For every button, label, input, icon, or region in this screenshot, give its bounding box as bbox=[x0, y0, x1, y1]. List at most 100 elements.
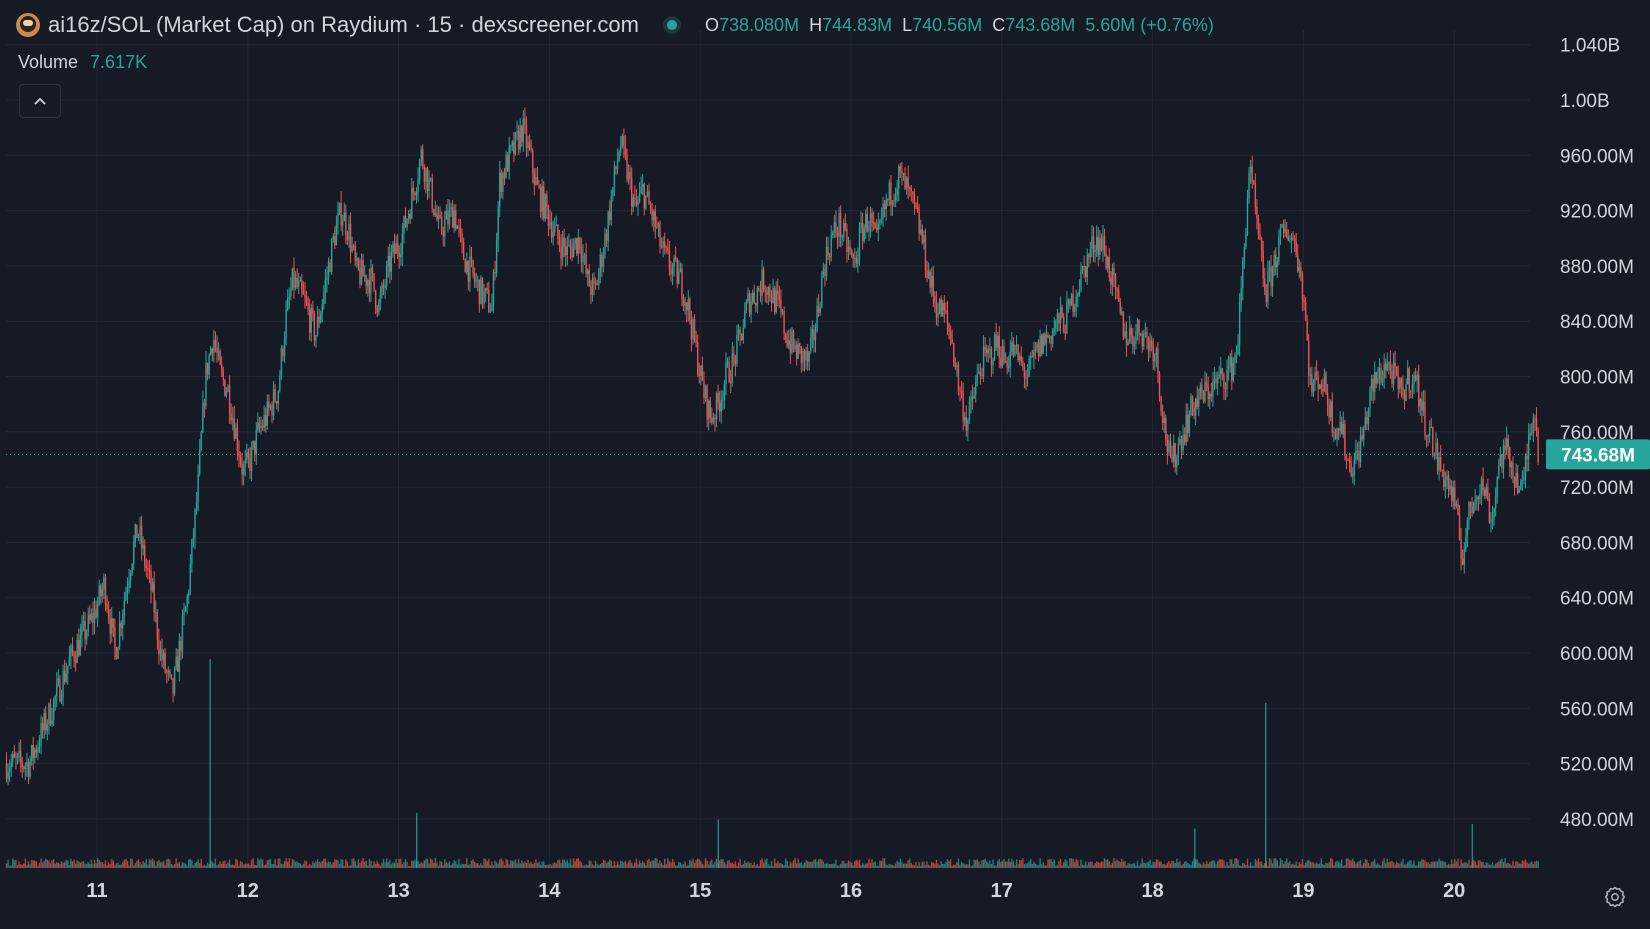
volume-bar bbox=[1000, 862, 1001, 868]
volume-bar bbox=[1385, 863, 1386, 868]
volume-bar bbox=[530, 862, 531, 868]
candle-body bbox=[1124, 331, 1125, 337]
candle-body bbox=[1253, 181, 1254, 183]
volume-bar bbox=[139, 862, 140, 868]
volume-spike bbox=[209, 659, 210, 868]
candle-body bbox=[997, 336, 998, 348]
volume-bar bbox=[988, 863, 989, 868]
volume-bar bbox=[421, 862, 422, 868]
volume-bar bbox=[1534, 862, 1535, 868]
volume-bar bbox=[634, 862, 635, 868]
candle-body bbox=[1250, 166, 1251, 173]
candle-body bbox=[876, 228, 877, 230]
candle-body bbox=[1314, 372, 1315, 383]
candle-body bbox=[422, 149, 423, 167]
candle-body bbox=[1459, 514, 1460, 539]
chart-settings-button[interactable] bbox=[1600, 882, 1630, 912]
volume-bar bbox=[460, 865, 461, 868]
volume-bar bbox=[229, 860, 230, 868]
candle-body bbox=[1052, 331, 1053, 344]
candle-body bbox=[1080, 270, 1081, 290]
volume-bar bbox=[1517, 862, 1518, 868]
candle-body bbox=[1195, 399, 1196, 416]
candle-body bbox=[711, 417, 712, 422]
candle-body bbox=[1132, 336, 1133, 346]
volume-bar bbox=[1531, 862, 1532, 868]
volume-bar bbox=[1035, 863, 1036, 868]
candle-body bbox=[1146, 332, 1147, 338]
volume-bar bbox=[1137, 861, 1138, 868]
candle-body bbox=[1006, 361, 1007, 368]
volume-bar bbox=[1393, 862, 1394, 868]
candle-body bbox=[549, 222, 550, 226]
volume-bar bbox=[967, 864, 968, 868]
volume-bar bbox=[124, 860, 125, 868]
candle-body bbox=[1302, 277, 1303, 300]
candle-body bbox=[980, 372, 981, 375]
volume-bar bbox=[496, 862, 497, 868]
candle-body bbox=[318, 317, 319, 323]
volume-bar bbox=[1259, 862, 1260, 868]
volume-spike bbox=[1472, 824, 1473, 868]
volume-bar bbox=[859, 860, 860, 868]
volume-bar bbox=[1223, 860, 1224, 868]
candle-body bbox=[262, 426, 263, 428]
candle-body bbox=[50, 704, 51, 724]
candle-body bbox=[391, 252, 392, 272]
volume-bar bbox=[604, 860, 605, 868]
candle-body bbox=[614, 167, 615, 188]
volume-bar bbox=[375, 864, 376, 868]
candle-body bbox=[1344, 424, 1345, 456]
price-axis[interactable]: 1.040B1.00B960.00M920.00M880.00M840.00M8… bbox=[1560, 36, 1634, 831]
volume-bar bbox=[249, 865, 250, 868]
volume-bar bbox=[1179, 861, 1180, 868]
candle-body bbox=[527, 142, 528, 148]
collapse-legend-button[interactable] bbox=[19, 84, 61, 118]
candle-body bbox=[1328, 405, 1329, 418]
volume-bar bbox=[768, 864, 769, 868]
volume-bar bbox=[1396, 862, 1397, 868]
volume-bar bbox=[274, 859, 275, 868]
candle-body bbox=[163, 653, 164, 661]
candle-body bbox=[1168, 441, 1169, 453]
candle-body bbox=[340, 203, 341, 225]
volume-bar bbox=[138, 859, 139, 868]
ohlc-close-key: C bbox=[992, 15, 1005, 35]
candle-body bbox=[713, 418, 714, 422]
current-price-tag: 743.68M bbox=[1546, 439, 1650, 469]
volume-bar bbox=[1412, 865, 1413, 868]
candle-body bbox=[333, 236, 334, 239]
volume-bar bbox=[185, 864, 186, 868]
volume-bar bbox=[1011, 859, 1012, 868]
volume-bar bbox=[1407, 862, 1408, 868]
volume-bar bbox=[193, 865, 194, 868]
candle-body bbox=[485, 288, 486, 291]
candle-body bbox=[142, 544, 143, 548]
volume-bar bbox=[1149, 860, 1150, 868]
volume-bar bbox=[1131, 864, 1132, 868]
volume-bar bbox=[1354, 861, 1355, 868]
volume-bar bbox=[80, 863, 81, 868]
volume-bar bbox=[680, 863, 681, 868]
volume-bar bbox=[234, 865, 235, 868]
candle-body bbox=[161, 649, 162, 660]
candle-body bbox=[1165, 418, 1166, 440]
candle-body bbox=[978, 372, 979, 374]
candle-body bbox=[958, 365, 959, 390]
volume-bar bbox=[1151, 865, 1152, 868]
volume-bar bbox=[540, 865, 541, 868]
candle-body bbox=[1135, 331, 1136, 344]
candle-body bbox=[1033, 350, 1034, 357]
volume-bar bbox=[549, 864, 550, 868]
candle-body bbox=[392, 243, 393, 252]
candle-body bbox=[1471, 507, 1472, 513]
candle-body bbox=[611, 196, 612, 220]
volume-bar bbox=[1388, 862, 1389, 868]
candle-body bbox=[1431, 427, 1432, 428]
candle-body bbox=[410, 214, 411, 219]
volume-bar bbox=[366, 861, 367, 868]
volume-bar bbox=[508, 864, 509, 868]
volume-bar bbox=[245, 864, 246, 868]
